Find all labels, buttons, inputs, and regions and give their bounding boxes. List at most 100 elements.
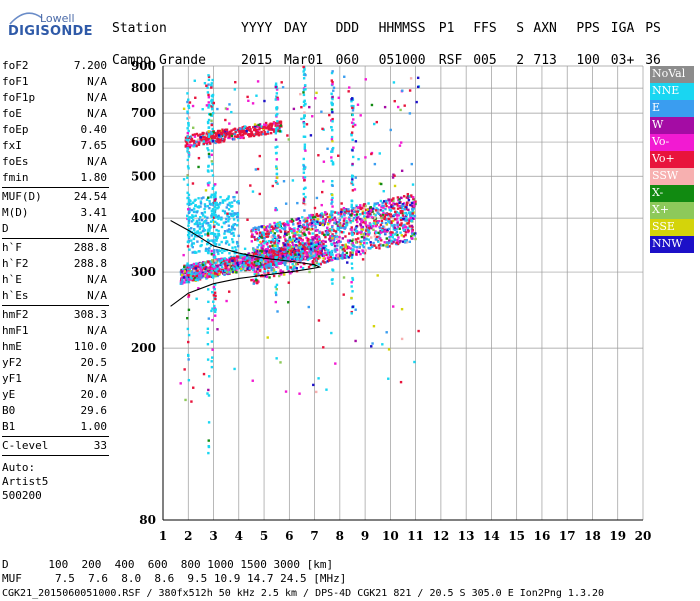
param-value: 20.5: [80, 356, 108, 369]
vertical-streak-point: [187, 211, 191, 215]
f2-trace-point: [244, 258, 248, 262]
spread-f-point: [387, 214, 390, 217]
spread-f-point: [385, 199, 388, 203]
es-echo-point: [199, 205, 202, 208]
f2-trace-point: [298, 255, 302, 258]
es-echo-point: [214, 235, 218, 239]
spread-f-point: [294, 233, 297, 236]
noise-point: [393, 174, 396, 177]
spread-f-point: [335, 254, 338, 257]
vertical-streak-point: [351, 183, 355, 186]
vertical-streak-point: [206, 343, 210, 346]
vertical-streak-point: [274, 146, 277, 149]
spread-f-point: [342, 254, 345, 257]
spread-f-point: [275, 265, 278, 268]
spread-f-point: [389, 231, 392, 234]
noise-point: [262, 233, 266, 237]
noise-point: [279, 223, 282, 226]
spread-f-point: [371, 210, 374, 213]
spread-f-point: [382, 211, 385, 214]
spread-f-point: [391, 219, 395, 223]
spread-f-point: [257, 228, 260, 232]
spread-f-point: [252, 268, 255, 272]
spread-f-point: [360, 235, 364, 239]
vertical-streak-point: [206, 288, 210, 291]
f2-trace-point: [187, 275, 190, 278]
noise-point: [372, 324, 376, 328]
noise-point: [354, 339, 357, 343]
es-echo-point: [223, 236, 226, 240]
noise-point: [380, 216, 383, 220]
vertical-streak-point: [332, 256, 335, 260]
spread-f-point: [364, 249, 367, 252]
spread-f-point: [342, 247, 345, 250]
noise-point: [416, 76, 420, 80]
vertical-streak-point: [350, 134, 353, 137]
spread-f-point: [279, 269, 282, 272]
noise-point: [202, 372, 206, 376]
es-echo-point: [210, 214, 213, 217]
vertical-streak-point: [274, 300, 278, 304]
second-hop-point: [193, 143, 196, 147]
spread-f-point: [371, 216, 374, 219]
es-echo-point: [208, 224, 212, 227]
spread-f-point: [260, 250, 264, 253]
spread-f-point: [409, 213, 412, 217]
vertical-streak-point: [207, 228, 210, 231]
es-echo-point: [207, 221, 210, 225]
param-name: yF1: [2, 372, 22, 385]
spread-f-point: [353, 210, 356, 214]
spread-f-point: [306, 226, 309, 229]
vertical-streak-point: [330, 108, 334, 111]
spread-f-point: [394, 211, 397, 215]
second-hop-point: [184, 144, 188, 147]
vertical-streak-point: [214, 191, 217, 194]
noise-point: [373, 204, 376, 207]
noise-point: [330, 102, 334, 106]
f2-trace-point: [199, 267, 202, 270]
header-value-1: 2015: [241, 53, 273, 68]
y-tick-label: 500: [131, 169, 156, 183]
spread-f-point: [267, 260, 270, 263]
noise-point: [274, 208, 277, 212]
f2-trace-point: [229, 255, 233, 259]
f2-trace-point: [207, 261, 211, 264]
spread-f-point: [396, 242, 400, 246]
second-hop-point: [252, 126, 255, 129]
spread-f-point: [297, 240, 301, 244]
logo-arc-icon: [9, 12, 43, 25]
spread-f-point: [322, 257, 325, 260]
second-hop-point: [272, 122, 276, 125]
noise-point: [399, 380, 403, 384]
spread-f-point: [274, 224, 277, 228]
f2-trace-point: [204, 274, 207, 278]
noise-point: [388, 236, 391, 239]
spread-f-point: [285, 241, 288, 244]
spread-f-point: [382, 244, 385, 247]
spread-f-point: [326, 226, 329, 229]
spread-f-point: [255, 278, 258, 282]
second-hop-point: [233, 135, 237, 138]
spread-f-point: [323, 261, 326, 264]
spread-f-point: [310, 213, 313, 217]
spread-f-point: [350, 228, 353, 232]
f2-trace-point: [299, 248, 302, 252]
second-hop-point: [230, 133, 233, 136]
spread-f-point: [268, 245, 272, 248]
spread-f-point: [290, 267, 294, 270]
spread-f-point: [379, 244, 382, 247]
spread-f-point: [383, 228, 386, 231]
spread-f-point: [359, 204, 362, 207]
spread-f-point: [294, 240, 298, 244]
vertical-streak-point: [187, 378, 191, 382]
spread-f-point: [334, 232, 338, 235]
second-hop-point: [233, 132, 237, 136]
f2-trace-point: [223, 273, 226, 276]
spread-f-point: [351, 241, 355, 245]
noise-point: [357, 157, 360, 161]
es-echo-point: [201, 214, 205, 217]
second-hop-point: [199, 136, 203, 139]
param-row: C-level 33: [2, 438, 109, 454]
param-value: 3.41: [80, 206, 108, 219]
vertical-streak-point: [210, 153, 213, 157]
